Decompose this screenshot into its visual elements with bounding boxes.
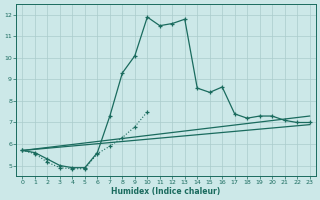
- X-axis label: Humidex (Indice chaleur): Humidex (Indice chaleur): [111, 187, 221, 196]
